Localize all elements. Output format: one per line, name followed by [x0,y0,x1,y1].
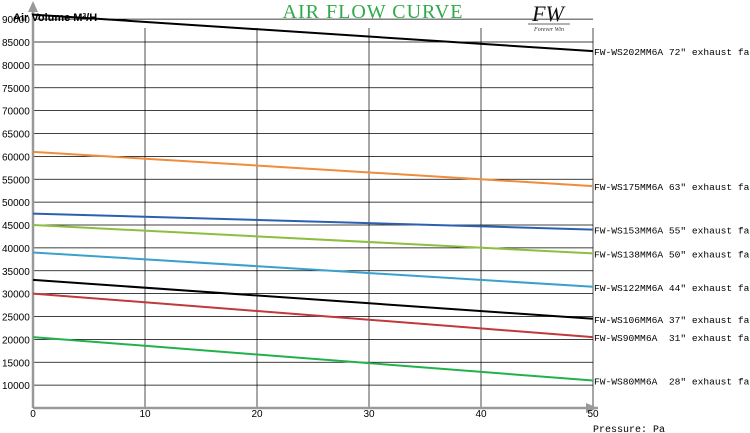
x-tick-label: 30 [363,409,375,420]
chart-axes [28,1,598,413]
series-line [32,251,594,288]
series-line [32,224,594,255]
series-label: FW-WS175MM6A 63″ exhaust fan [594,182,750,193]
series-line [32,212,594,231]
series-label: FW-WS138MM6A 50″ exhaust fan [594,249,750,260]
y-tick-label: 15000 [2,358,30,369]
chart-grid [33,18,594,408]
series-line [32,278,594,320]
y-axis-label: Air Volume M³/H [13,12,97,24]
x-axis-label: Pressure: Pa [593,425,665,433]
series-label: FW-WS202MM6A 72″ exhaust fan [594,47,750,58]
logo-tagline: Forever Win [533,27,564,33]
series-label: FW-WS80MM6A 28″ exhaust fan [594,377,750,388]
x-axis-arrow [586,403,598,413]
y-tick-label: 80000 [2,61,30,72]
y-tick-label: 30000 [2,290,30,301]
series-line [32,292,594,339]
brand-logo: FW Forever Win [528,1,570,33]
y-axis-arrow [28,1,38,12]
y-tick-label: 50000 [2,198,30,209]
x-tick-label: 40 [475,409,487,420]
y-tick-label: 75000 [2,84,30,95]
chart-series [32,13,594,382]
y-tick-label: 45000 [2,221,30,232]
y-tick-label: 55000 [2,175,30,186]
y-axis-ticks: 10000 15000 20000 25000 30000 35000 40000 45000… [2,15,30,392]
x-tick-label: 10 [139,409,151,420]
y-tick-label: 35000 [2,267,30,278]
y-tick-label: 40000 [2,244,30,255]
series-line [32,150,594,188]
y-tick-label: 70000 [2,107,30,118]
y-tick-label: 60000 [2,152,30,163]
x-tick-label: 0 [30,409,36,420]
series-label: FW-WS106MM6A 37″ exhaust fan [594,315,750,326]
x-tick-label: 20 [251,409,263,420]
series-label: FW-WS122MM6A 44″ exhaust fan [594,283,750,294]
logo-mark: FW [531,1,565,26]
series-labels: FW-WS202MM6A 72″ exhaust fan FW-WS175MM6A… [594,47,750,387]
y-tick-label: 90000 [2,15,30,26]
y-tick-label: 20000 [2,335,30,346]
chart-title: AIR FLOW CURVE [283,1,464,23]
series-label: FW-WS90MM6A 31″ exhaust fan [594,333,750,344]
series-line [32,336,594,382]
y-tick-label: 10000 [2,381,30,392]
y-tick-label: 65000 [2,130,30,141]
x-axis-ticks: 0 10 20 30 40 50 [30,409,599,420]
y-tick-label: 25000 [2,313,30,324]
y-tick-label: 85000 [2,38,30,49]
x-tick-label: 50 [587,409,599,420]
series-line [32,13,594,53]
series-label: FW-WS153MM6A 55″ exhaust fan [594,226,750,237]
